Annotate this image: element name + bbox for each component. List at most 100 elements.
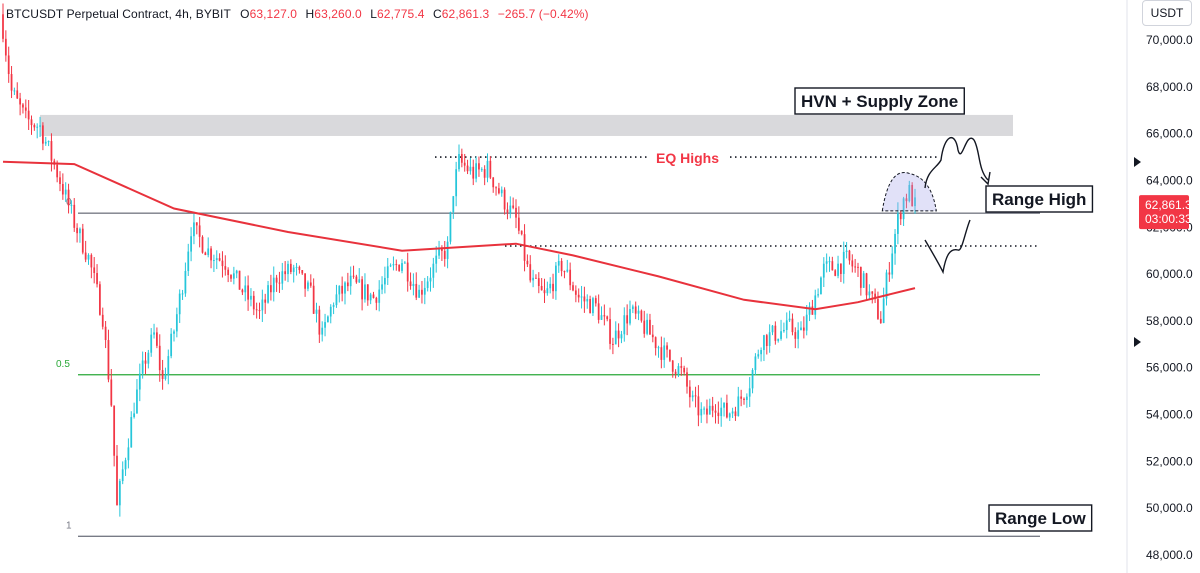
candle-body: [914, 197, 916, 207]
candle-body: [116, 455, 118, 506]
last-price-value: 62,861.3: [1145, 198, 1192, 212]
candle-body: [794, 332, 797, 339]
candle-body: [520, 230, 523, 235]
candle-body: [426, 281, 429, 288]
candle-body: [118, 481, 121, 506]
projected-path-up: [924, 137, 989, 189]
candle-body: [227, 269, 230, 276]
candle-body: [73, 204, 76, 228]
currency-button[interactable]: USDT: [1142, 0, 1192, 26]
candle-body: [446, 241, 449, 259]
candle-body: [403, 262, 406, 264]
candle-body: [366, 284, 369, 301]
candle-body: [369, 294, 372, 301]
candle-body: [309, 282, 312, 286]
candle-body: [714, 410, 717, 413]
price-axis-tick: 66,000.0: [1146, 127, 1193, 141]
candle-body: [298, 266, 301, 271]
candle-body: [612, 343, 614, 345]
candle-body: [791, 318, 794, 333]
candle-body: [683, 367, 686, 373]
candle-body: [629, 309, 631, 324]
moving-average-line: [2, 160, 916, 311]
candle-body: [232, 273, 235, 279]
candle-body: [324, 322, 326, 328]
candle-body: [252, 295, 255, 310]
candle-body: [697, 396, 700, 416]
price-change: −265.7 (−0.42%): [497, 7, 589, 21]
price-axis-tick: 48,000.0: [1146, 548, 1193, 562]
candle-body: [840, 263, 842, 274]
candle-body: [267, 285, 269, 303]
low-value: 62,775.4: [377, 7, 425, 21]
candle-body: [42, 125, 44, 144]
candle-body: [241, 289, 244, 293]
candle-body: [104, 326, 107, 341]
candle-body: [207, 248, 210, 256]
candle-body: [546, 288, 549, 294]
candle-body: [569, 269, 572, 286]
candle-body: [318, 309, 321, 335]
candle-body: [760, 350, 762, 355]
candle-body: [27, 110, 30, 120]
candle-body: [395, 264, 398, 266]
fib-level-label: 0.5: [56, 359, 70, 370]
candle-body: [515, 207, 517, 218]
price-axis-tick: 70,000.0: [1146, 33, 1193, 47]
candle-body: [483, 169, 486, 178]
range-low-annotation-box: [988, 504, 1093, 532]
candle-body: [84, 252, 87, 260]
candle-body: [837, 263, 839, 276]
candle-body: [19, 98, 21, 105]
candle-body: [737, 396, 740, 417]
candle-body: [110, 379, 113, 406]
candle-body: [346, 282, 349, 287]
candle-body: [327, 316, 329, 323]
candle-body: [423, 287, 426, 295]
candle-body: [643, 320, 646, 334]
candle-body: [723, 402, 725, 408]
candle-body: [352, 275, 355, 277]
candle-body: [660, 347, 663, 360]
candle-body: [338, 285, 341, 295]
candle-body: [281, 271, 284, 284]
candle-body: [275, 277, 278, 283]
candle-body: [822, 263, 825, 278]
candle-body: [50, 141, 53, 161]
price-axis-tick: 60,000.0: [1146, 267, 1193, 281]
candle-body: [817, 294, 819, 296]
candle-body: [509, 205, 512, 213]
price-axis-tick: 50,000.0: [1146, 501, 1193, 515]
candle-body: [261, 299, 264, 311]
candle-body: [854, 266, 857, 268]
candle-body: [16, 90, 19, 99]
eq-highs-label: EQ Highs: [656, 150, 719, 166]
candle-body: [421, 289, 423, 295]
candle-body: [911, 184, 914, 207]
fib-level-label: 1: [66, 520, 72, 531]
candle-body: [726, 402, 728, 418]
candle-body: [258, 310, 261, 312]
candle-body: [842, 251, 845, 274]
price-axis-tick: 58,000.0: [1146, 314, 1193, 328]
candle-body: [706, 408, 708, 415]
candle-body: [614, 330, 617, 345]
candle-body: [680, 366, 683, 368]
candle-body: [711, 405, 714, 411]
candle-body: [797, 330, 800, 339]
candle-body: [788, 318, 791, 321]
candle-body: [495, 187, 497, 189]
candle-body: [517, 217, 520, 231]
candle-body: [671, 360, 674, 372]
candle-body: [415, 283, 418, 298]
candle-body: [36, 126, 39, 128]
candle-body: [61, 183, 64, 195]
candle-body: [401, 263, 403, 271]
candle-body: [156, 332, 158, 346]
candle-body: [700, 408, 703, 416]
candle-body: [158, 345, 161, 371]
candle-body: [412, 283, 415, 287]
candle-body: [751, 369, 754, 389]
candle-body: [184, 270, 187, 294]
